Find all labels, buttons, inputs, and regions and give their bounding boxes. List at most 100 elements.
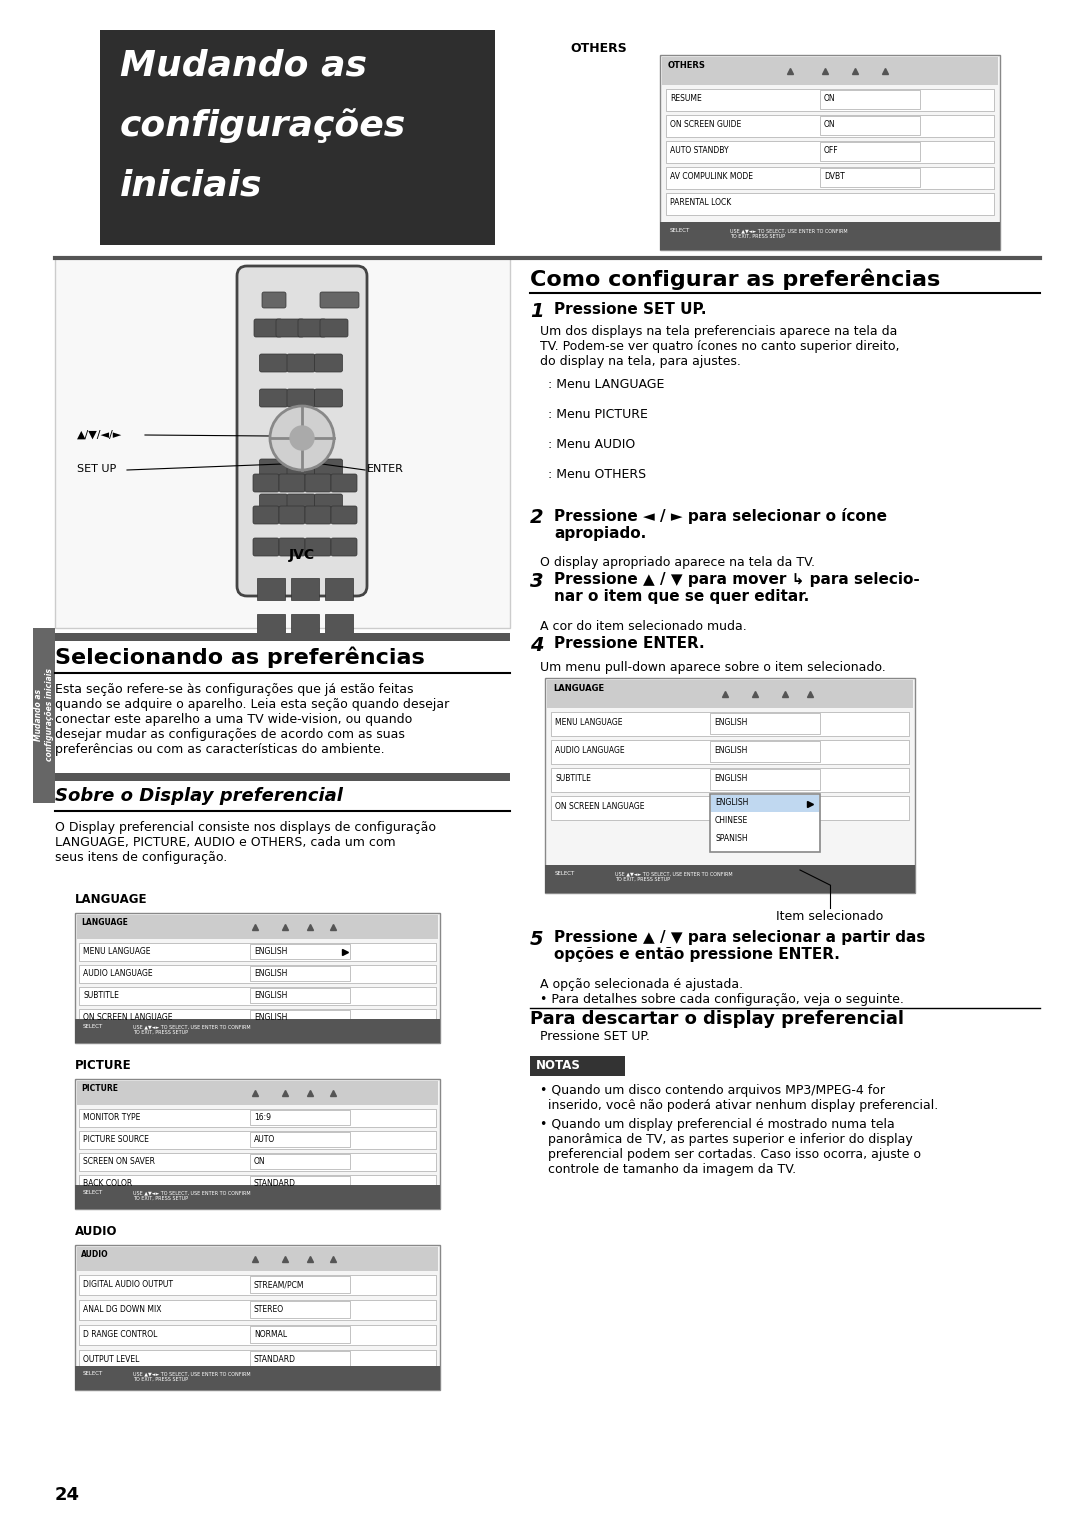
Text: USE ▲▼◄► TO SELECT, USE ENTER TO CONFIRM
TO EXIT, PRESS SETUP: USE ▲▼◄► TO SELECT, USE ENTER TO CONFIRM… [133,1371,251,1381]
FancyBboxPatch shape [253,474,279,492]
FancyBboxPatch shape [820,116,920,134]
FancyBboxPatch shape [79,987,436,1005]
FancyBboxPatch shape [820,90,920,108]
Text: AUDIO LANGUAGE: AUDIO LANGUAGE [555,746,624,755]
FancyBboxPatch shape [254,319,282,338]
FancyBboxPatch shape [259,458,287,477]
FancyBboxPatch shape [249,989,350,1002]
Text: ENGLISH: ENGLISH [254,947,287,957]
FancyBboxPatch shape [79,1175,436,1193]
Text: OFF: OFF [824,147,839,154]
FancyBboxPatch shape [249,1351,350,1368]
FancyBboxPatch shape [77,1080,438,1105]
FancyBboxPatch shape [259,494,287,512]
Text: SUBTITLE: SUBTITLE [555,775,591,782]
FancyBboxPatch shape [75,1019,440,1044]
FancyBboxPatch shape [276,319,303,338]
FancyBboxPatch shape [710,769,820,790]
FancyBboxPatch shape [237,266,367,596]
FancyBboxPatch shape [330,506,357,524]
Circle shape [270,406,334,471]
FancyBboxPatch shape [711,831,819,848]
Text: Pressione ENTER.: Pressione ENTER. [554,636,704,651]
FancyBboxPatch shape [79,943,436,961]
Text: ON SCREEN LANGUAGE: ON SCREEN LANGUAGE [83,1013,173,1022]
Text: O Display preferencial consiste nos displays de configuração
LANGUAGE, PICTURE, : O Display preferencial consiste nos disp… [55,821,436,863]
Text: SET UP: SET UP [77,465,117,474]
FancyBboxPatch shape [666,115,994,138]
Text: Pressione ▲ / ▼ para selecionar a partir das
opções e então pressione ENTER.: Pressione ▲ / ▼ para selecionar a partir… [554,931,926,963]
Text: Um menu pull-down aparece sobre o item selecionado.: Um menu pull-down aparece sobre o item s… [540,662,886,674]
Text: ENGLISH: ENGLISH [714,775,747,782]
Text: iniciais: iniciais [120,168,262,202]
Text: STREAM/PCM: STREAM/PCM [254,1280,305,1290]
Text: ON: ON [824,95,836,102]
FancyBboxPatch shape [249,1276,350,1293]
FancyBboxPatch shape [545,678,915,892]
FancyBboxPatch shape [666,141,994,163]
FancyBboxPatch shape [660,222,1000,251]
Text: ENGLISH: ENGLISH [254,1013,287,1022]
FancyBboxPatch shape [314,458,342,477]
Text: ENGLISH: ENGLISH [714,718,747,727]
Text: USE ▲▼◄► TO SELECT, USE ENTER TO CONFIRM
TO EXIT, PRESS SETUP: USE ▲▼◄► TO SELECT, USE ENTER TO CONFIRM… [730,228,848,238]
Text: Pressione ▲ / ▼ para mover ↳ para selecio-
nar o item que se quer editar.: Pressione ▲ / ▼ para mover ↳ para seleci… [554,571,920,605]
FancyBboxPatch shape [262,292,286,309]
Text: MONITOR TYPE: MONITOR TYPE [83,1112,140,1122]
Text: STANDARD: STANDARD [254,1180,296,1187]
Text: AUDIO: AUDIO [81,1250,109,1259]
Text: SELECT: SELECT [555,871,576,876]
Text: ENGLISH: ENGLISH [715,798,748,807]
FancyBboxPatch shape [530,1056,625,1076]
FancyBboxPatch shape [330,538,357,556]
Text: : Menu AUDIO: : Menu AUDIO [548,439,635,451]
Text: NOTAS: NOTAS [536,1059,581,1073]
Text: USE ▲▼◄► TO SELECT, USE ENTER TO CONFIRM
TO EXIT, PRESS SETUP: USE ▲▼◄► TO SELECT, USE ENTER TO CONFIRM… [133,1024,251,1034]
Text: SUBTITLE: SUBTITLE [83,992,119,999]
FancyBboxPatch shape [75,1366,440,1390]
Text: • Para detalhes sobre cada configuração, veja o seguinte.: • Para detalhes sobre cada configuração,… [540,993,904,1005]
Text: • Quando um display preferencial é mostrado numa tela
  panorâmica de TV, as par: • Quando um display preferencial é mostr… [540,1118,921,1177]
FancyBboxPatch shape [253,538,279,556]
Text: ON: ON [824,121,836,128]
FancyBboxPatch shape [79,1351,436,1371]
FancyBboxPatch shape [711,795,819,811]
FancyBboxPatch shape [320,292,359,309]
FancyBboxPatch shape [257,614,285,636]
FancyBboxPatch shape [551,796,909,821]
FancyBboxPatch shape [279,506,305,524]
Text: JVC: JVC [289,549,315,562]
FancyBboxPatch shape [666,193,994,215]
Text: NORMAL: NORMAL [254,1329,287,1339]
Text: Mudando as
configurações iniciais: Mudando as configurações iniciais [35,669,54,761]
Text: DVBT: DVBT [824,173,845,180]
FancyBboxPatch shape [551,712,909,736]
FancyBboxPatch shape [33,628,55,804]
Text: PICTURE: PICTURE [81,1083,118,1093]
FancyBboxPatch shape [551,769,909,792]
Text: 24: 24 [55,1487,80,1504]
FancyBboxPatch shape [314,390,342,406]
Text: SELECT: SELECT [83,1371,104,1377]
Text: ENGLISH: ENGLISH [714,746,747,755]
Text: Pressione SET UP.: Pressione SET UP. [540,1030,650,1044]
Text: USE ▲▼◄► TO SELECT, USE ENTER TO CONFIRM
TO EXIT, PRESS SETUP: USE ▲▼◄► TO SELECT, USE ENTER TO CONFIRM… [615,871,732,882]
FancyBboxPatch shape [325,578,353,601]
Text: AUTO: AUTO [254,1135,275,1144]
FancyBboxPatch shape [75,914,440,1044]
Circle shape [291,426,314,451]
Text: MENU LANGUAGE: MENU LANGUAGE [555,718,622,727]
FancyBboxPatch shape [79,966,436,983]
FancyBboxPatch shape [287,494,315,512]
Text: ENGLISH: ENGLISH [254,992,287,999]
FancyBboxPatch shape [314,494,342,512]
FancyBboxPatch shape [77,915,438,940]
Text: RESUME: RESUME [670,95,702,102]
Text: BACK COLOR: BACK COLOR [83,1180,132,1187]
Text: SELECT: SELECT [670,228,690,232]
Text: PICTURE: PICTURE [75,1059,132,1073]
FancyBboxPatch shape [546,680,913,707]
Text: ENGLISH: ENGLISH [254,969,287,978]
FancyBboxPatch shape [662,57,998,86]
FancyBboxPatch shape [305,474,330,492]
